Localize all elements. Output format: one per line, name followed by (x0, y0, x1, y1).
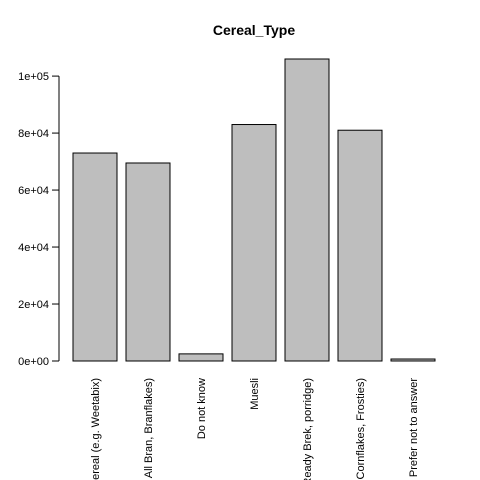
x-category-label: Do not know (196, 378, 208, 439)
chart-title: Cereal_Type (213, 22, 295, 38)
y-tick-label: 2e+04 (18, 299, 49, 311)
y-tick-label: 6e+04 (18, 185, 49, 197)
x-category-label: Bran cereal (e.g. All Bran, Branflakes) (143, 378, 155, 480)
bar (178, 353, 224, 362)
bar (337, 129, 383, 362)
x-axis-labels: Biscuit cereal (e.g. Weetabix) Bran cerea… (90, 378, 420, 480)
x-category-label: Muesli (249, 378, 261, 410)
x-category-label: Other (e.g. Cornflakes, Frosties) (355, 378, 367, 480)
y-tick-label: 1e+05 (18, 71, 49, 83)
bar (72, 152, 118, 362)
y-axis: 0e+00 2e+04 4e+04 6e+04 8e+04 1e+05 (18, 71, 60, 368)
bar (231, 124, 277, 362)
y-tick-label: 4e+04 (18, 242, 49, 254)
x-category-label: Prefer not to answer (408, 378, 420, 477)
y-tick-label: 8e+04 (18, 128, 49, 140)
bar (125, 162, 171, 362)
bars (72, 58, 436, 362)
bar (390, 358, 436, 362)
bar (284, 58, 330, 362)
y-tick-label: 0e+00 (18, 356, 49, 368)
x-category-label: Oat cereal (e.g. Ready Brek, porridge) (302, 378, 314, 480)
x-category-label: Biscuit cereal (e.g. Weetabix) (90, 378, 102, 480)
